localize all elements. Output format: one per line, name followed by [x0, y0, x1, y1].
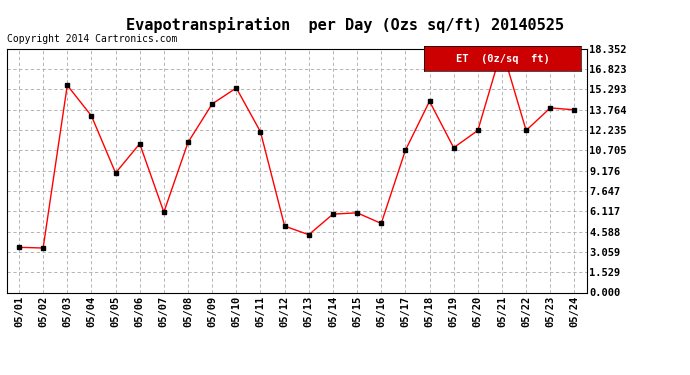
Text: Copyright 2014 Cartronics.com: Copyright 2014 Cartronics.com — [7, 34, 177, 44]
Text: Evapotranspiration  per Day (Ozs sq/ft) 20140525: Evapotranspiration per Day (Ozs sq/ft) 2… — [126, 17, 564, 33]
